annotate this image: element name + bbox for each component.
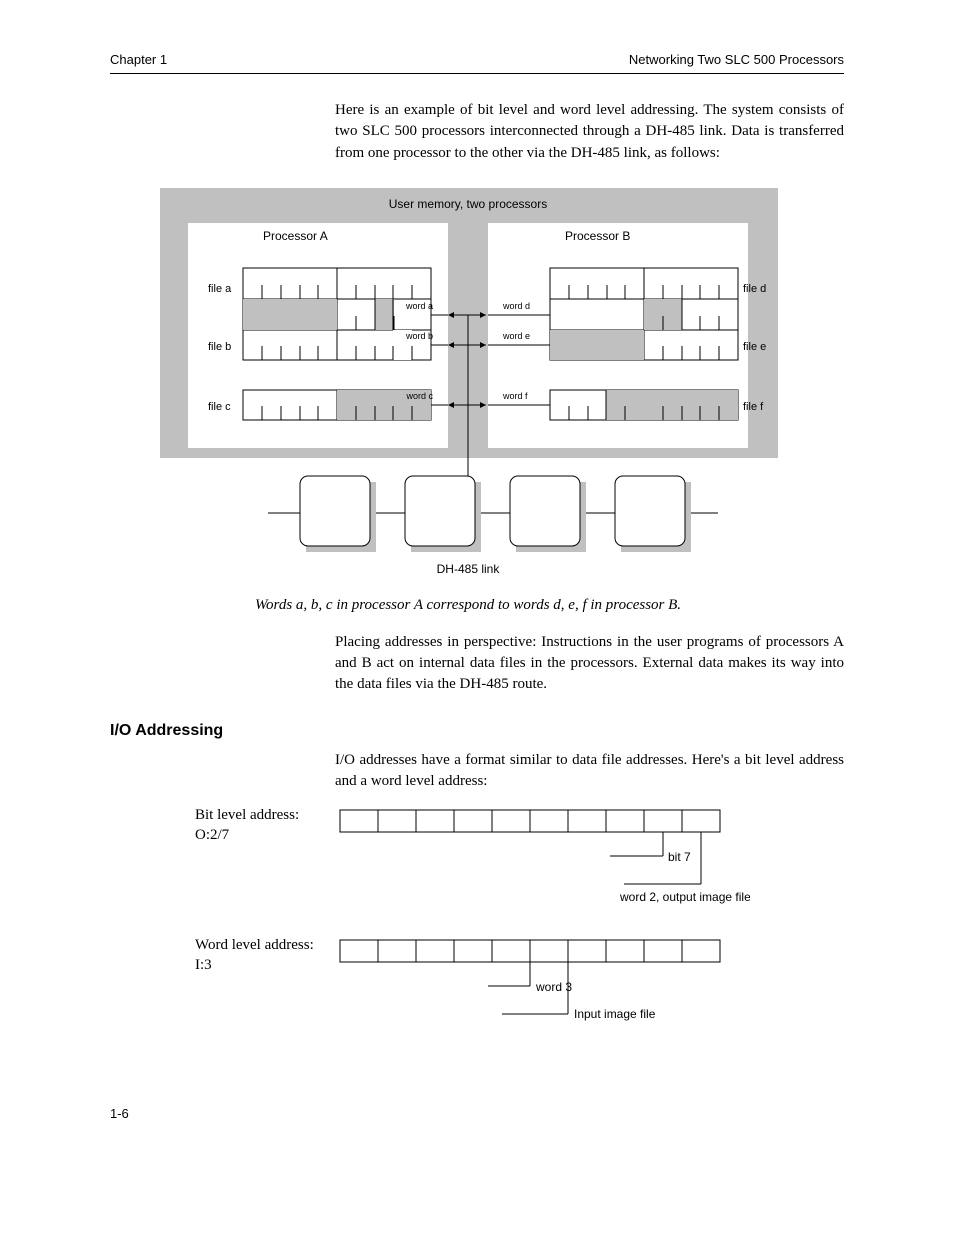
intro-para-1: Here is an example of bit level and word…: [335, 100, 844, 164]
page-root: Chapter 1 Networking Two SLC 500 Process…: [0, 0, 954, 1181]
label-file-e: file e: [743, 341, 766, 353]
d2-callout2: Input image file: [574, 1007, 656, 1021]
panel-b-title: Processor B: [565, 229, 630, 243]
d1-line0: Bit level address:: [195, 807, 299, 823]
io-para: I/O addresses have a format similar to d…: [335, 750, 844, 793]
diagram-word: Word level address: I:3 word 3 Input ima…: [195, 936, 844, 1046]
runhead-left: Chapter 1: [110, 52, 167, 67]
label-file-f: file f: [743, 401, 764, 413]
intro-para-2: Placing addresses in perspective: Instru…: [335, 632, 844, 696]
label-word-b: word b: [405, 331, 433, 341]
dh485-nodes: [300, 476, 691, 552]
label-file-a: file a: [208, 283, 232, 295]
diagram-bit-label: Bit level address: O:2/7: [195, 806, 330, 845]
panel-a-title: Processor A: [263, 229, 328, 243]
d2-line1: I:3: [195, 957, 212, 973]
label-file-b: file b: [208, 341, 231, 353]
d1-line1: O:2/7: [195, 827, 229, 843]
dh485-label: DH-485 link: [437, 562, 501, 576]
d2-callout1: word 3: [535, 980, 572, 994]
label-file-d: file d: [743, 283, 766, 295]
label-word-d: word d: [502, 301, 530, 311]
label-file-c: file c: [208, 401, 231, 413]
diagram-bit-svg: bit 7 word 2, output image file: [330, 806, 750, 926]
label-word-e: word e: [502, 331, 530, 341]
diagram-word-svg: word 3 Input image file: [330, 936, 750, 1046]
label-word-a: word a: [405, 301, 433, 311]
diagram-word-label: Word level address: I:3: [195, 936, 330, 975]
fig-top-label: User memory, two processors: [389, 197, 547, 211]
running-head: Chapter 1 Networking Two SLC 500 Process…: [110, 52, 844, 74]
runhead-right: Networking Two SLC 500 Processors: [629, 52, 844, 67]
figure-main-svg: User memory, two processors Processor A …: [138, 178, 798, 588]
figure-main: User memory, two processors Processor A …: [138, 178, 798, 614]
figure-caption: Words a, b, c in processor A correspond …: [138, 597, 798, 614]
label-word-c: word c: [405, 391, 433, 401]
diagram-bit: Bit level address: O:2/7 bit 7 word 2, o…: [195, 806, 844, 926]
page-number: 1-6: [110, 1106, 844, 1121]
label-word-f: word f: [502, 391, 528, 401]
section-heading: I/O Addressing: [110, 722, 844, 740]
d2-line0: Word level address:: [195, 937, 314, 953]
d1-callout2: word 2, output image file: [619, 890, 750, 904]
d1-callout1: bit 7: [668, 850, 691, 864]
